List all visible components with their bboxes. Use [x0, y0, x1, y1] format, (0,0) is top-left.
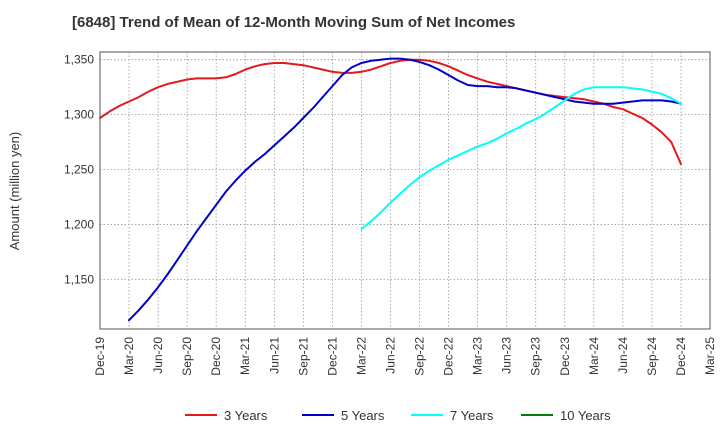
y-tick-label: 1,250	[64, 163, 94, 177]
x-tick-label: Sep-22	[413, 337, 427, 376]
y-tick-labels: 1,150 1,200 1,250 1,300 1,350	[64, 53, 94, 287]
x-tick-label: Mar-20	[122, 337, 136, 375]
x-tick-label: Sep-21	[296, 337, 310, 376]
x-tick-label: Sep-20	[180, 337, 194, 376]
legend-label-5-years: 5 Years	[341, 408, 385, 423]
series-lines	[99, 57, 682, 322]
x-tick-label: Mar-22	[354, 337, 368, 375]
x-tick-label: Jun-23	[500, 337, 514, 374]
x-tick-label: Dec-23	[558, 337, 572, 376]
plot-frame	[99, 51, 711, 330]
legend-label-3-years: 3 Years	[224, 408, 268, 423]
x-tick-label: Dec-22	[442, 337, 456, 376]
y-axis-title: Amount (million yen)	[7, 132, 22, 251]
legend-label-7-years: 7 Years	[450, 408, 494, 423]
y-tick-label: 1,350	[64, 53, 94, 67]
x-tick-label: Dec-19	[93, 337, 107, 376]
legend: 3 Years 5 Years 7 Years 10 Years	[185, 408, 611, 423]
series-line-3-years	[99, 58, 682, 166]
x-tick-label: Mar-24	[587, 337, 601, 375]
series-line-7-years	[360, 86, 682, 230]
x-tick-label: Jun-24	[616, 337, 630, 374]
y-tick-label: 1,150	[64, 273, 94, 287]
x-tick-label: Dec-20	[209, 337, 223, 376]
x-tick-label: Mar-23	[471, 337, 485, 375]
x-tick-label: Dec-21	[325, 337, 339, 376]
x-tick-label: Dec-24	[674, 337, 688, 376]
x-tick-label: Sep-24	[645, 337, 659, 376]
x-tick-label: Jun-21	[267, 337, 281, 374]
x-tick-label: Mar-21	[238, 337, 252, 375]
series-line-5-years	[128, 57, 682, 322]
y-tick-label: 1,200	[64, 218, 94, 232]
chart-title: [6848] Trend of Mean of 12-Month Moving …	[72, 14, 516, 31]
x-tick-label: Jun-20	[151, 337, 165, 374]
x-tick-label: Mar-25	[703, 337, 717, 375]
x-tick-labels: Dec-19 Mar-20 Jun-20 Sep-20 Dec-20 Mar-21 Jun-…	[93, 337, 717, 376]
legend-label-10-years: 10 Years	[560, 408, 611, 423]
y-tick-label: 1,300	[64, 108, 94, 122]
x-tick-label: Sep-23	[529, 337, 543, 376]
x-tick-label: Jun-22	[383, 337, 397, 374]
